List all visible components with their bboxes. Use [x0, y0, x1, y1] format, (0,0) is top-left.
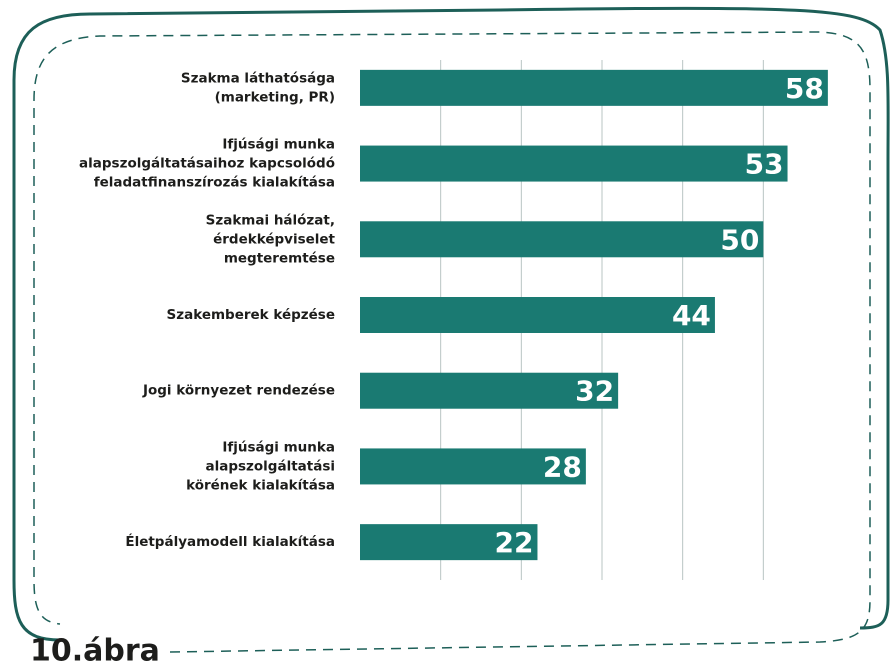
category-line: körének kialakítása: [186, 477, 335, 493]
value-label: 58: [785, 72, 824, 105]
category-label: Életpályamodell kialakítása: [125, 533, 335, 550]
category-line: Ifjúsági munka: [222, 439, 335, 455]
category-line: érdekképviselet: [213, 231, 335, 247]
chart-title: 10.ábra: [30, 634, 160, 667]
category-line: feladatfinanszírozás kialakítása: [94, 175, 335, 191]
value-label: 44: [672, 299, 711, 332]
category-line: Életpályamodell kialakítása: [125, 533, 335, 550]
value-label: 50: [720, 223, 759, 256]
category-label: Ifjúsági munka alapszolgáltatásaihoz kapc…: [79, 137, 335, 191]
category-label: Szakmai hálózat, érdekképviselet megteremt…: [206, 212, 336, 266]
category-line: alapszolgáltatási: [206, 458, 336, 474]
category-label: Szakma láthatósága (marketing, PR): [181, 70, 335, 105]
value-label: 32: [575, 375, 614, 408]
frame: [12, 6, 890, 642]
bar: [360, 221, 764, 258]
category-line: Ifjúsági munka: [222, 137, 335, 153]
category-line: megteremtése: [224, 250, 335, 266]
value-label: 53: [745, 148, 784, 181]
value-label: 22: [494, 526, 533, 559]
bar: [360, 372, 619, 409]
category-line: Szakmai hálózat,: [206, 212, 335, 228]
category-label: Szakemberek képzése: [167, 307, 335, 323]
category-label: Jogi környezet rendezése: [142, 383, 335, 399]
bar: [360, 145, 788, 182]
dashed-frame: [33, 31, 871, 653]
category-line: alapszolgáltatásaihoz kapcsolódó: [79, 156, 335, 172]
category-line: Szakma láthatósága: [181, 70, 335, 86]
category-line: Szakemberek képzése: [167, 307, 335, 323]
bar: [360, 69, 828, 106]
category-label: Ifjúsági munka alapszolgáltatási körének k…: [186, 439, 335, 493]
category-line: (marketing, PR): [215, 89, 335, 105]
bar: [360, 448, 586, 485]
bar: [360, 297, 715, 333]
value-label: 28: [543, 450, 582, 483]
category-line: Jogi környezet rendezése: [142, 383, 335, 399]
bar: [360, 524, 538, 561]
